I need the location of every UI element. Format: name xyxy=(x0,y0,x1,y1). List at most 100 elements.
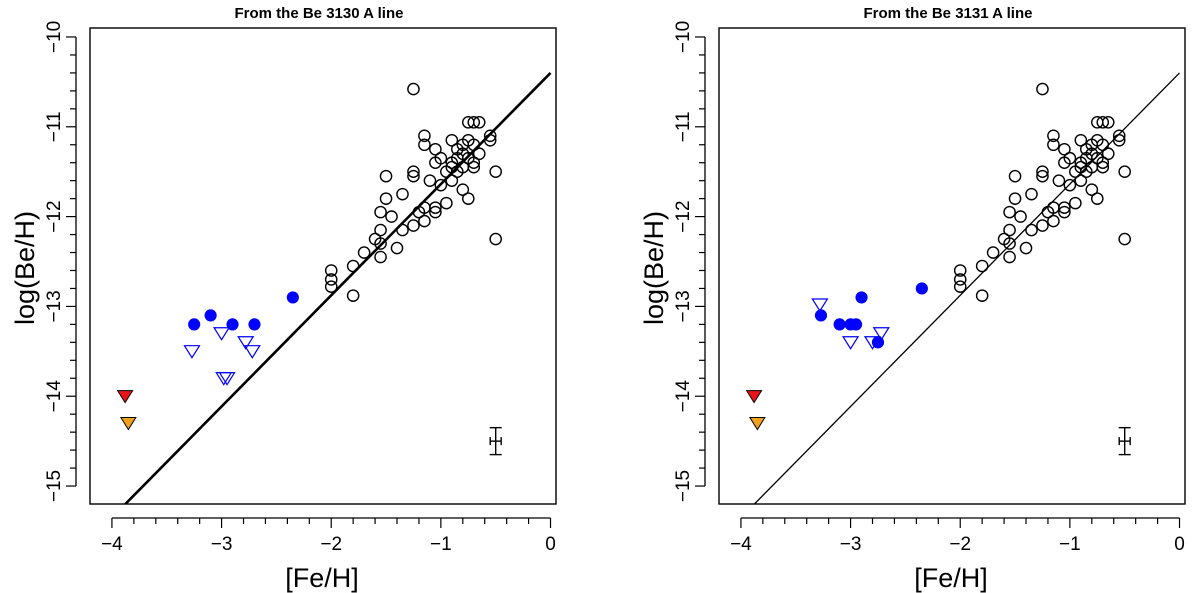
left-literature-detections-marker xyxy=(412,205,426,219)
left-x-axis-label: [Fe/H] xyxy=(285,563,359,593)
left-literature-detections-marker xyxy=(429,201,442,214)
left-literature-detections-marker xyxy=(472,116,486,129)
left-literature-detections-marker xyxy=(445,174,459,187)
left-x-tick-label: −4 xyxy=(101,534,123,555)
right-literature-detections-marker xyxy=(1036,169,1049,183)
right-literature-detections-marker xyxy=(1025,187,1038,201)
right-plot-frame xyxy=(718,27,1186,505)
left-literature-detections-marker xyxy=(429,156,442,170)
left-y-tick-label: −12 xyxy=(44,200,65,232)
left-blue-upper-limits-marker xyxy=(212,327,231,341)
right-y-tick-label: −14 xyxy=(673,380,694,413)
left-literature-detections-marker xyxy=(483,133,497,147)
right-literature-detections-marker xyxy=(997,232,1011,246)
right-literature-detections-marker xyxy=(1036,165,1049,178)
left-literature-detections-marker xyxy=(390,241,404,255)
right-x-tick-label: −3 xyxy=(840,534,862,555)
right-literature-detections-marker xyxy=(1101,147,1115,161)
right-x-tick-label: −4 xyxy=(730,534,752,555)
left-literature-detections-marker xyxy=(357,246,371,259)
right-literature-detections-marker xyxy=(975,289,989,302)
left-y-tick-label: −14 xyxy=(44,380,65,413)
right-literature-detections-marker xyxy=(1019,241,1033,255)
left-literature-detections-marker xyxy=(324,273,338,286)
left-literature-detections-marker xyxy=(434,178,448,192)
left-literature-detections-marker xyxy=(461,192,475,205)
left-literature-detections-marker xyxy=(346,259,360,273)
right-blue-upper-limits-marker xyxy=(811,298,829,313)
right-literature-detections-marker xyxy=(1058,205,1071,219)
left-blue-detections-marker xyxy=(204,309,217,322)
left-x-tick-label: −1 xyxy=(430,534,452,555)
left-literature-detections-marker xyxy=(429,142,442,156)
left-blue-upper-limits-marker xyxy=(243,345,261,359)
left-blue-upper-limits-marker xyxy=(183,345,201,359)
right-blue-upper-limits-marker xyxy=(863,336,882,350)
left-literature-detections-marker xyxy=(489,232,502,246)
right-x-axis-label: [Fe/H] xyxy=(914,563,988,593)
left-literature-detections-marker xyxy=(407,169,420,183)
left-literature-detections-marker xyxy=(407,82,420,96)
right-literature-detections-marker xyxy=(1058,142,1071,156)
left-chart-title: From the Be 3130 A line xyxy=(235,5,404,22)
left-fit-line xyxy=(123,71,552,504)
right-literature-detections-marker xyxy=(1112,133,1126,147)
right-literature-detections-marker xyxy=(953,280,967,293)
left-literature-detections-marker xyxy=(396,187,409,201)
right-literature-detections-marker xyxy=(1008,169,1022,183)
left-literature-detections-marker xyxy=(379,192,393,205)
right-literature-detections-marker xyxy=(1058,201,1071,214)
left-literature-detections-marker xyxy=(374,250,387,264)
right-literature-detections-marker xyxy=(1074,174,1088,187)
left-literature-detections-marker xyxy=(489,165,502,178)
left-y-tick-label: −13 xyxy=(44,290,65,322)
left-x-tick-label: −3 xyxy=(211,534,233,555)
right-literature-detections-marker xyxy=(1052,174,1066,187)
right-literature-detections-marker xyxy=(1096,160,1110,174)
right-blue-upper-limits-marker xyxy=(841,336,860,350)
right-literature-detections-marker xyxy=(1058,156,1071,170)
left-y-axis-label: log(Be/H) xyxy=(10,211,40,325)
right-literature-detections-marker xyxy=(1025,223,1038,237)
left-plot-frame xyxy=(89,27,557,505)
left-blue-detections-marker xyxy=(286,291,299,304)
right-blue-detections-marker xyxy=(849,318,863,331)
left-literature-detections-marker xyxy=(418,138,431,152)
right-chart-title: From the Be 3131 A line xyxy=(864,5,1033,22)
left-literature-detections-marker xyxy=(385,210,398,223)
right-x-tick-label: −1 xyxy=(1059,534,1081,555)
left-literature-detections-marker xyxy=(368,232,382,246)
left-literature-detections-marker xyxy=(440,196,453,210)
left-literature-detections-marker xyxy=(407,165,420,178)
left-literature-detections-marker xyxy=(346,289,360,302)
left-literature-detections-marker xyxy=(418,129,431,143)
left-literature-detections-marker xyxy=(423,174,437,187)
right-x-tick-label: −2 xyxy=(949,534,971,555)
right-literature-detections-marker xyxy=(1047,129,1060,143)
right-literature-detections-marker xyxy=(1008,192,1022,205)
right-literature-detections-marker xyxy=(1041,205,1055,219)
left-literature-detections-marker xyxy=(324,264,338,277)
right-blue-detections-marker xyxy=(855,291,868,304)
right-literature-detections-marker xyxy=(1096,156,1110,170)
right-literature-detections-marker xyxy=(1047,138,1060,152)
left-x-tick-label: −2 xyxy=(320,534,342,555)
left-literature-detections-marker xyxy=(483,129,497,143)
right-literature-detections-marker xyxy=(1003,250,1016,264)
left-literature-detections-marker xyxy=(472,147,486,161)
left-y-tick-label: −11 xyxy=(44,111,65,142)
left-orange-upper-limit-marker xyxy=(119,417,137,431)
left-blue-upper-limits-marker xyxy=(237,336,255,350)
right-literature-detections-marker xyxy=(953,264,967,277)
right-literature-detections-marker xyxy=(1003,205,1016,219)
left-blue-detections-marker xyxy=(248,318,261,331)
right-x-tick-label: 0 xyxy=(1174,534,1185,555)
right-y-tick-label: −10 xyxy=(673,21,694,53)
right-orange-upper-limit-marker xyxy=(748,417,766,431)
right-literature-detections-marker xyxy=(1074,156,1088,170)
right-literature-detections-marker xyxy=(1085,183,1099,196)
right-literature-detections-marker xyxy=(1003,223,1016,237)
right-plot-area xyxy=(745,72,1180,504)
right-literature-detections-marker xyxy=(1101,116,1115,129)
